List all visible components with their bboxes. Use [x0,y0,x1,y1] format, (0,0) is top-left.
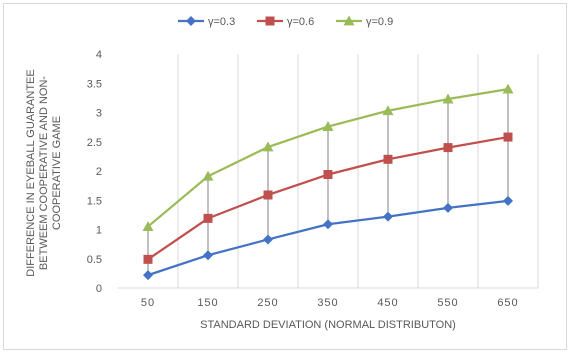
legend-label: γ=0.6 [287,16,314,28]
y-tick-label: 0 [96,283,102,295]
data-point [143,270,153,281]
y-tick-label: 4 [96,49,102,61]
legend-marker [186,16,196,26]
data-point [383,154,393,164]
y-axis-title-line: COOPERATIVE GAME [51,116,63,230]
y-tick-label: 2 [96,166,102,178]
data-point [383,211,393,222]
data-point [323,170,333,180]
y-axis: 0 0.5 1 1.5 2 2.5 3 3.5 4 [87,49,102,295]
y-tick-label: 3.5 [87,78,102,90]
legend-item: γ=0.6 [257,16,314,28]
x-tick-label: 450 [377,297,398,309]
y-tick-label: 2.5 [87,137,102,149]
data-point [503,195,513,206]
data-point [203,213,213,223]
data-point [382,105,394,116]
y-tick-label: 1.5 [87,195,102,207]
legend: γ=0.3 γ=0.6 γ=0.9 [178,15,393,28]
data-point [502,83,514,94]
series-1 [143,195,513,281]
data-point [203,250,213,261]
x-tick-label: 350 [317,297,338,309]
y-tick-label: 3 [96,108,102,120]
data-point [443,202,453,213]
data-point [263,234,273,245]
chart-frame [3,3,567,350]
data-point [202,170,214,181]
x-tick-label: 550 [437,297,458,309]
y-tick-label: 0.5 [87,254,102,266]
data-point [142,221,154,231]
series-2 [143,132,513,264]
data-point [143,254,153,264]
y-axis-title-line: DIFFERENCE IN EYEBALL GUARANTEE [25,69,37,276]
data-point [443,143,453,153]
x-axis-title: STANDARD DEVIATION (NORMAL DISTRIBUTON) [200,319,456,331]
series-group [142,83,514,281]
legend-marker [343,15,355,26]
y-axis-title: DIFFERENCE IN EYEBALL GUARANTEE BETWEEM C… [25,69,63,276]
legend-marker [265,16,275,26]
x-tick-label: 250 [257,297,278,309]
legend-item: γ=0.3 [178,16,235,28]
legend-label: γ=0.3 [208,16,235,28]
legend-label: γ=0.9 [366,16,393,28]
y-tick-label: 1 [96,225,102,237]
x-tick-label: 50 [141,297,155,309]
data-point [442,93,454,104]
x-tick-label: 650 [497,297,518,309]
series-3 [142,83,514,231]
vertical-gridlines [177,54,539,288]
data-point [322,121,334,131]
x-axis: 50 150 250 350 450 550 650 [118,287,538,309]
data-point [263,190,273,200]
data-point [503,132,513,142]
x-tick-label: 150 [197,297,218,309]
y-axis-title-line: BETWEEM COOPERATIVE AND NON- [38,76,50,270]
data-point [262,141,274,152]
data-point [323,219,333,230]
legend-item: γ=0.9 [336,15,393,28]
